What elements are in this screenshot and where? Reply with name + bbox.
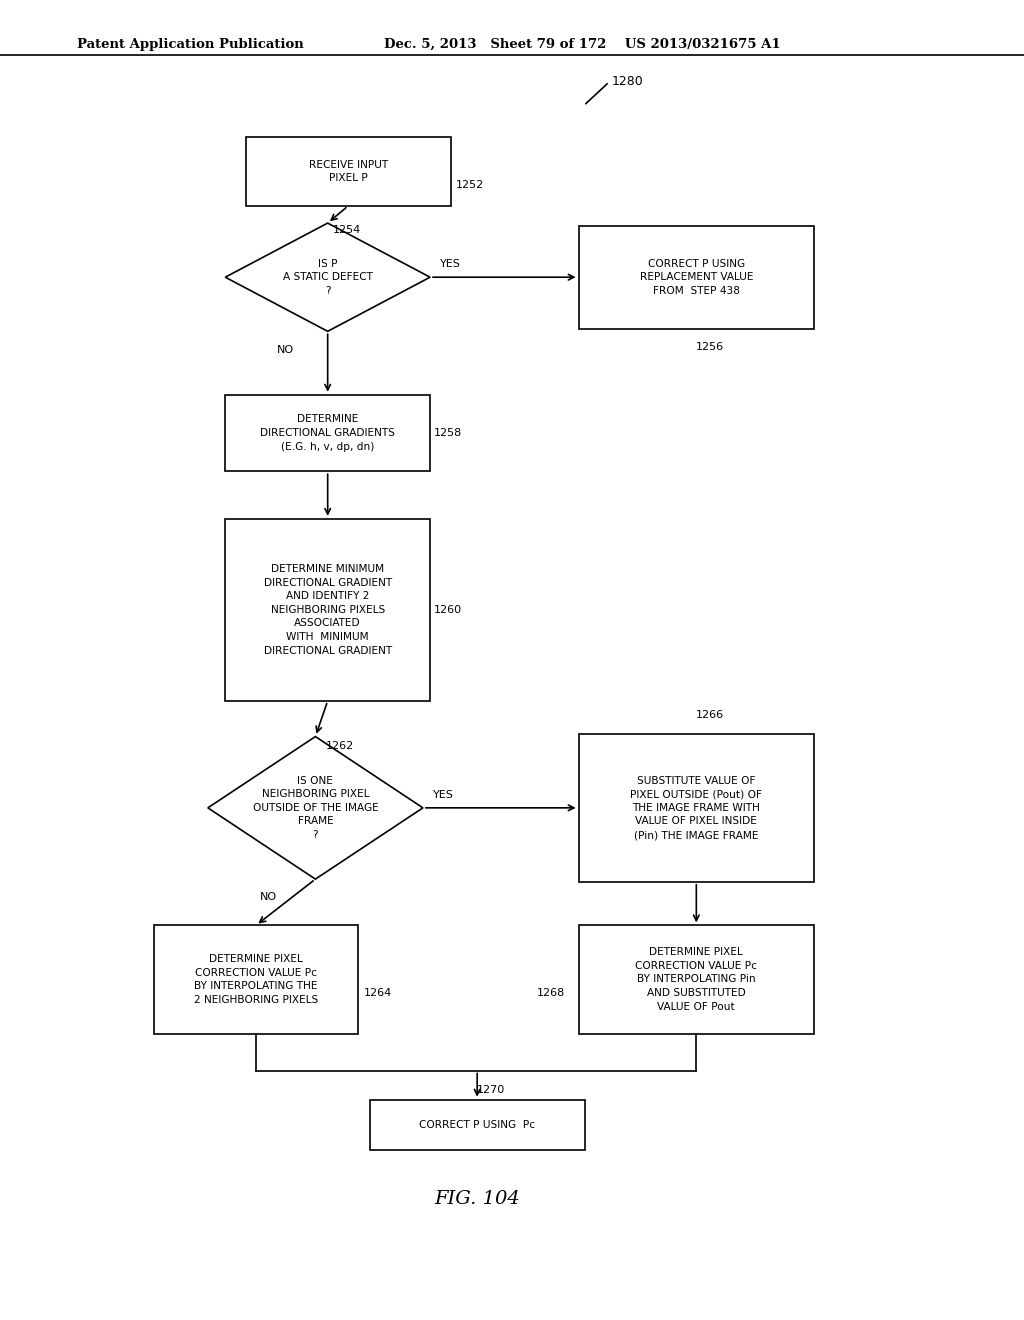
Text: YES: YES [433, 789, 454, 800]
Text: YES: YES [440, 259, 461, 269]
Polygon shape [225, 223, 430, 331]
Text: DETERMINE PIXEL
CORRECTION VALUE Pc
BY INTERPOLATING THE
2 NEIGHBORING PIXELS: DETERMINE PIXEL CORRECTION VALUE Pc BY I… [194, 954, 318, 1005]
Text: 1260: 1260 [434, 605, 462, 615]
Text: 1254: 1254 [333, 224, 361, 235]
FancyBboxPatch shape [225, 519, 430, 701]
Text: 1258: 1258 [434, 428, 463, 438]
Text: 1264: 1264 [364, 987, 392, 998]
Text: FIG. 104: FIG. 104 [434, 1189, 520, 1208]
Text: 1268: 1268 [537, 987, 565, 998]
Text: Patent Application Publication: Patent Application Publication [77, 38, 303, 50]
Text: DETERMINE PIXEL
CORRECTION VALUE Pc
BY INTERPOLATING Pin
AND SUBSTITUTED
VALUE O: DETERMINE PIXEL CORRECTION VALUE Pc BY I… [635, 948, 758, 1011]
Text: NO: NO [260, 892, 278, 903]
FancyBboxPatch shape [225, 395, 430, 471]
FancyBboxPatch shape [154, 925, 358, 1034]
Text: Dec. 5, 2013   Sheet 79 of 172    US 2013/0321675 A1: Dec. 5, 2013 Sheet 79 of 172 US 2013/032… [384, 38, 780, 50]
Text: IS ONE
NEIGHBORING PIXEL
OUTSIDE OF THE IMAGE
FRAME
?: IS ONE NEIGHBORING PIXEL OUTSIDE OF THE … [253, 776, 378, 840]
Text: SUBSTITUTE VALUE OF
PIXEL OUTSIDE (Pout) OF
THE IMAGE FRAME WITH
VALUE OF PIXEL : SUBSTITUTE VALUE OF PIXEL OUTSIDE (Pout)… [631, 776, 762, 840]
Text: CORRECT P USING
REPLACEMENT VALUE
FROM  STEP 438: CORRECT P USING REPLACEMENT VALUE FROM S… [640, 259, 753, 296]
Text: DETERMINE MINIMUM
DIRECTIONAL GRADIENT
AND IDENTIFY 2
NEIGHBORING PIXELS
ASSOCIA: DETERMINE MINIMUM DIRECTIONAL GRADIENT A… [263, 564, 392, 656]
Text: DETERMINE
DIRECTIONAL GRADIENTS
(E.G. h, v, dp, dn): DETERMINE DIRECTIONAL GRADIENTS (E.G. h,… [260, 414, 395, 451]
Text: NO: NO [276, 345, 294, 355]
Text: RECEIVE INPUT
PIXEL P: RECEIVE INPUT PIXEL P [308, 160, 388, 183]
FancyBboxPatch shape [246, 137, 451, 206]
Text: 1256: 1256 [696, 342, 724, 352]
FancyBboxPatch shape [579, 226, 814, 329]
Text: 1266: 1266 [696, 710, 724, 721]
FancyBboxPatch shape [579, 734, 814, 882]
FancyBboxPatch shape [579, 925, 814, 1034]
Polygon shape [208, 737, 423, 879]
Text: 1270: 1270 [477, 1085, 506, 1096]
Text: CORRECT P USING  Pc: CORRECT P USING Pc [419, 1119, 536, 1130]
Text: IS P
A STATIC DEFECT
?: IS P A STATIC DEFECT ? [283, 259, 373, 296]
Text: 1252: 1252 [456, 180, 484, 190]
Text: 1280: 1280 [611, 75, 643, 88]
FancyBboxPatch shape [370, 1100, 585, 1150]
Text: 1262: 1262 [326, 741, 354, 751]
